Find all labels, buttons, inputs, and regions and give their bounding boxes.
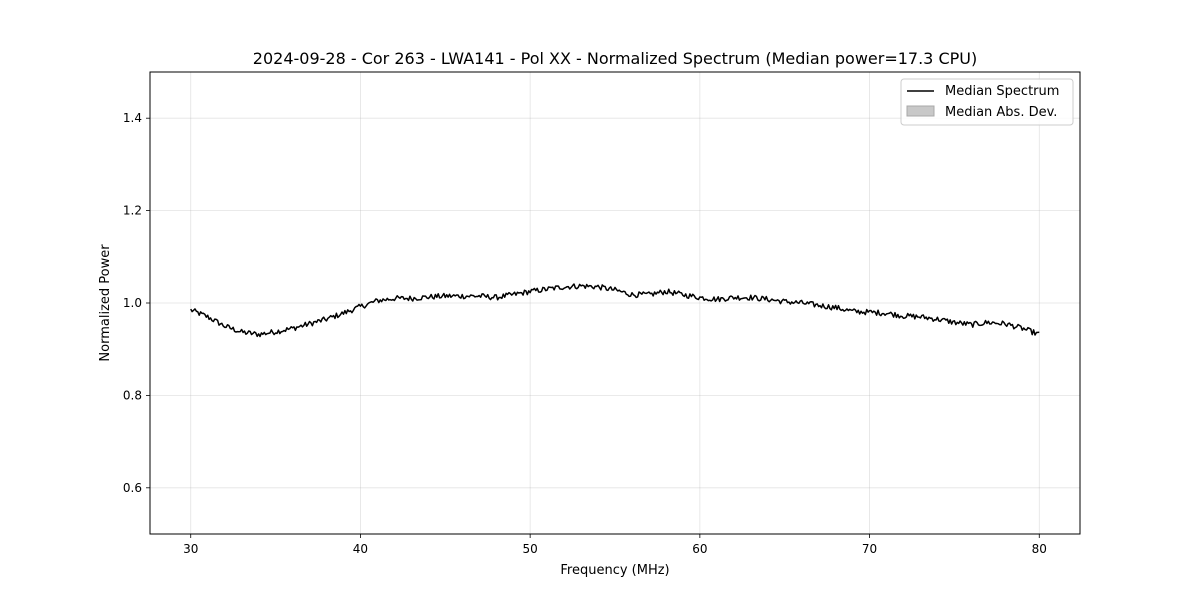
- legend-patch-swatch: [906, 105, 935, 117]
- y-axis-ticks: 0.6 0.8 1.0 1.2 1.4: [123, 111, 150, 495]
- y-tick-label: 0.6: [123, 481, 142, 495]
- series-layer: [190, 283, 1040, 338]
- y-tick-label: 1.2: [123, 204, 142, 218]
- x-tick-label: 80: [1032, 542, 1047, 556]
- y-tick-label: 1.0: [123, 296, 142, 310]
- series-line-median-spectrum: [190, 283, 1040, 338]
- x-tick-label: 40: [353, 542, 368, 556]
- legend: Median Spectrum Median Abs. Dev.: [900, 78, 1074, 126]
- y-axis-label: Normalized Power: [98, 244, 113, 362]
- y-tick-label: 1.4: [123, 111, 142, 125]
- x-axis-label: Frequency (MHz): [560, 563, 669, 578]
- x-tick-label: 70: [862, 542, 877, 556]
- chart-title: 2024-09-28 - Cor 263 - LWA141 - Pol XX -…: [253, 49, 977, 68]
- x-axis-ticks: 30 40 50 60 70 80: [183, 534, 1047, 556]
- x-tick-label: 50: [523, 542, 538, 556]
- x-tick-label: 60: [692, 542, 707, 556]
- legend-box: [900, 78, 1074, 126]
- legend-label-median-spectrum: Median Spectrum: [945, 84, 1059, 99]
- legend-label-median-abs-dev: Median Abs. Dev.: [945, 105, 1057, 120]
- y-tick-label: 0.8: [123, 388, 142, 402]
- x-tick-label: 30: [183, 542, 198, 556]
